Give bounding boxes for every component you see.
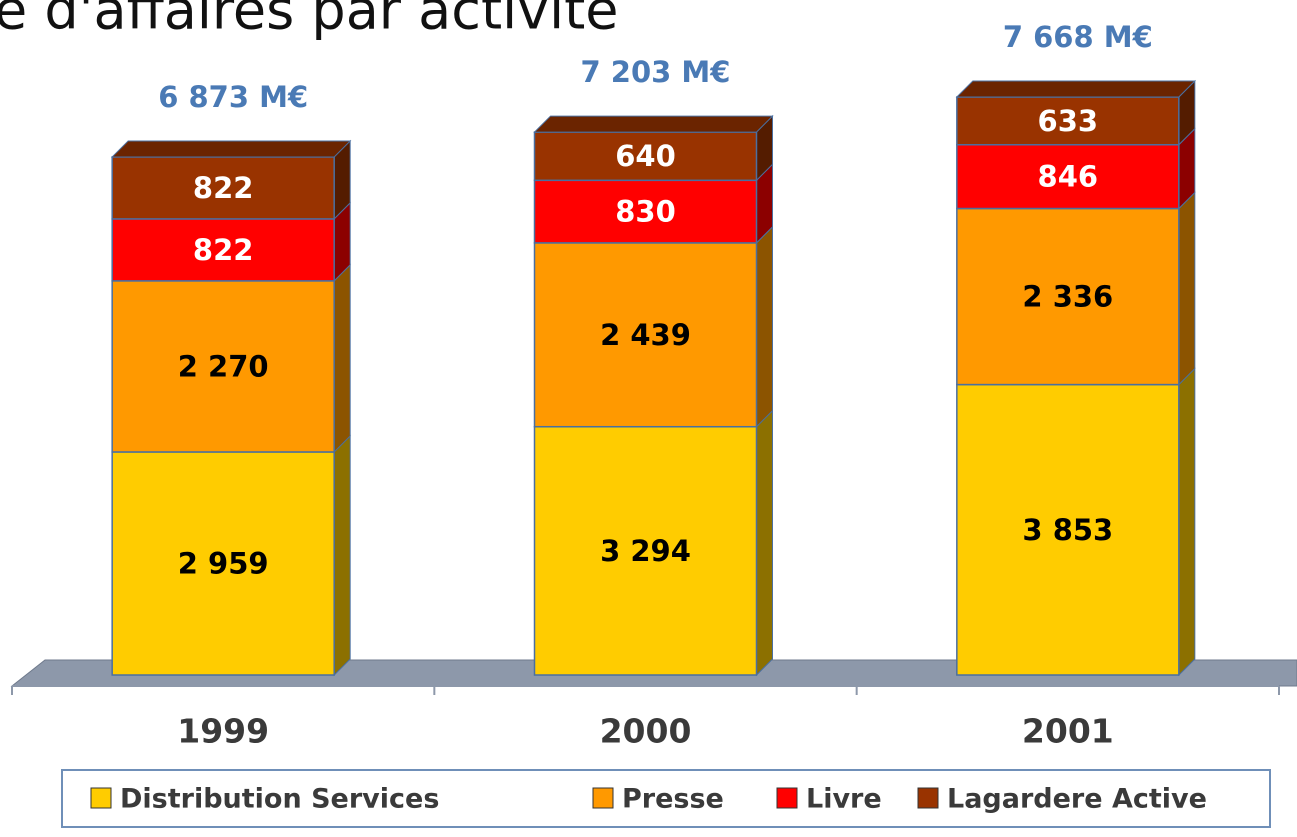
total-label: 7 203 M€ <box>581 55 731 89</box>
value-label: 830 <box>615 195 676 229</box>
bar-side <box>333 263 351 454</box>
legend-swatch <box>90 787 112 809</box>
value-label: 640 <box>615 139 676 173</box>
value-label: 2 336 <box>1022 280 1113 314</box>
value-label: 633 <box>1038 104 1099 138</box>
value-label: 2 439 <box>600 318 691 352</box>
legend-label: Distribution Services <box>120 784 439 815</box>
bar-side <box>756 225 773 428</box>
legend-label: Lagardere Active <box>947 784 1207 815</box>
value-label: 822 <box>193 171 254 205</box>
bar-segment <box>533 242 758 428</box>
legend-box <box>61 769 1271 828</box>
bar-top <box>110 140 352 158</box>
legend-swatch <box>917 787 939 809</box>
bar-side <box>756 409 773 677</box>
value-label: 3 853 <box>1022 513 1113 547</box>
bar-top <box>533 115 774 133</box>
bar-side <box>333 434 351 677</box>
legend-swatch <box>776 787 798 809</box>
value-label: 2 959 <box>178 546 269 580</box>
legend-swatch <box>592 787 614 809</box>
bar-segment <box>111 156 335 220</box>
total-label: 7 668 M€ <box>1003 20 1153 54</box>
value-label: 822 <box>193 233 254 267</box>
bar-segment <box>956 383 1180 676</box>
total-label: 6 873 M€ <box>158 80 308 114</box>
bar-segment <box>111 280 335 453</box>
chart-title: e d'affaires par activité <box>0 0 618 42</box>
value-label: 2 270 <box>178 349 269 383</box>
x-tick-label: 2001 <box>1022 712 1114 751</box>
bar-segment <box>956 96 1180 146</box>
x-tick-label: 1999 <box>177 712 269 751</box>
bar-side <box>1178 191 1196 386</box>
bar-segment <box>111 451 335 676</box>
bar-segment <box>533 131 758 182</box>
bar-segment <box>956 207 1180 386</box>
value-label: 3 294 <box>600 534 691 568</box>
x-tick-label: 2000 <box>600 712 692 751</box>
legend-label: Presse <box>622 784 724 815</box>
value-label: 846 <box>1038 160 1099 194</box>
bar-segment <box>533 425 758 676</box>
legend-label: Livre <box>806 784 882 815</box>
bar-top <box>955 80 1197 98</box>
bar-segment <box>533 179 758 244</box>
bar-side <box>1178 367 1196 677</box>
